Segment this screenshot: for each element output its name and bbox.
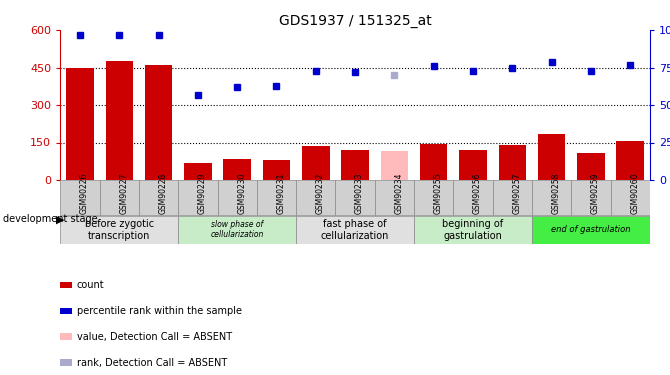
- Bar: [60, 308, 72, 314]
- Bar: [336, 180, 375, 215]
- Title: GDS1937 / 151325_at: GDS1937 / 151325_at: [279, 13, 431, 28]
- Bar: [263, 160, 290, 180]
- Bar: [459, 150, 487, 180]
- Text: GSM90257: GSM90257: [513, 172, 521, 214]
- Bar: [178, 180, 218, 215]
- Bar: [420, 144, 448, 180]
- Bar: [178, 216, 296, 244]
- Text: rank, Detection Call = ABSENT: rank, Detection Call = ABSENT: [76, 358, 226, 368]
- Text: slow phase of
cellularization: slow phase of cellularization: [210, 220, 264, 239]
- Text: GSM90260: GSM90260: [630, 172, 639, 214]
- Text: percentile rank within the sample: percentile rank within the sample: [76, 306, 241, 316]
- Text: fast phase of
cellularization: fast phase of cellularization: [321, 219, 389, 240]
- Bar: [296, 180, 336, 215]
- Text: ▶: ▶: [56, 214, 64, 224]
- Bar: [341, 150, 369, 180]
- Bar: [375, 180, 414, 215]
- Bar: [616, 141, 644, 180]
- Bar: [60, 180, 100, 215]
- Text: GSM90256: GSM90256: [473, 172, 482, 214]
- Bar: [538, 134, 565, 180]
- Text: before zygotic
transcription: before zygotic transcription: [84, 219, 154, 240]
- Bar: [414, 180, 454, 215]
- Bar: [145, 65, 172, 180]
- Bar: [572, 180, 610, 215]
- Bar: [139, 180, 178, 215]
- Text: GSM90233: GSM90233: [355, 172, 364, 214]
- Text: GSM90229: GSM90229: [198, 172, 207, 214]
- Bar: [60, 333, 72, 340]
- Text: GSM90228: GSM90228: [159, 172, 168, 214]
- Text: GSM90259: GSM90259: [591, 172, 600, 214]
- Bar: [454, 180, 492, 215]
- Text: GSM90226: GSM90226: [80, 172, 89, 214]
- Text: GSM90258: GSM90258: [551, 172, 561, 214]
- Bar: [60, 282, 72, 288]
- Bar: [498, 145, 526, 180]
- Bar: [60, 216, 178, 244]
- Text: GSM90231: GSM90231: [277, 172, 285, 214]
- Text: beginning of
gastrulation: beginning of gastrulation: [442, 219, 504, 240]
- Bar: [577, 153, 605, 180]
- Bar: [414, 216, 532, 244]
- Text: GSM90230: GSM90230: [237, 172, 246, 214]
- Bar: [184, 162, 212, 180]
- Bar: [100, 180, 139, 215]
- Text: value, Detection Call = ABSENT: value, Detection Call = ABSENT: [76, 332, 232, 342]
- Bar: [296, 216, 414, 244]
- Bar: [66, 68, 94, 180]
- Bar: [492, 180, 532, 215]
- Text: GSM90234: GSM90234: [395, 172, 403, 214]
- Text: GSM90227: GSM90227: [119, 172, 128, 214]
- Bar: [218, 180, 257, 215]
- Text: count: count: [76, 280, 104, 290]
- Text: GSM90232: GSM90232: [316, 172, 325, 214]
- Bar: [257, 180, 296, 215]
- Bar: [60, 359, 72, 366]
- Bar: [223, 159, 251, 180]
- Bar: [105, 61, 133, 180]
- Text: end of gastrulation: end of gastrulation: [551, 225, 630, 234]
- Bar: [610, 180, 650, 215]
- Bar: [302, 146, 330, 180]
- Bar: [532, 216, 650, 244]
- Bar: [532, 180, 572, 215]
- Bar: [381, 151, 408, 180]
- Text: GSM90255: GSM90255: [433, 172, 443, 214]
- Text: development stage: development stage: [3, 214, 98, 224]
